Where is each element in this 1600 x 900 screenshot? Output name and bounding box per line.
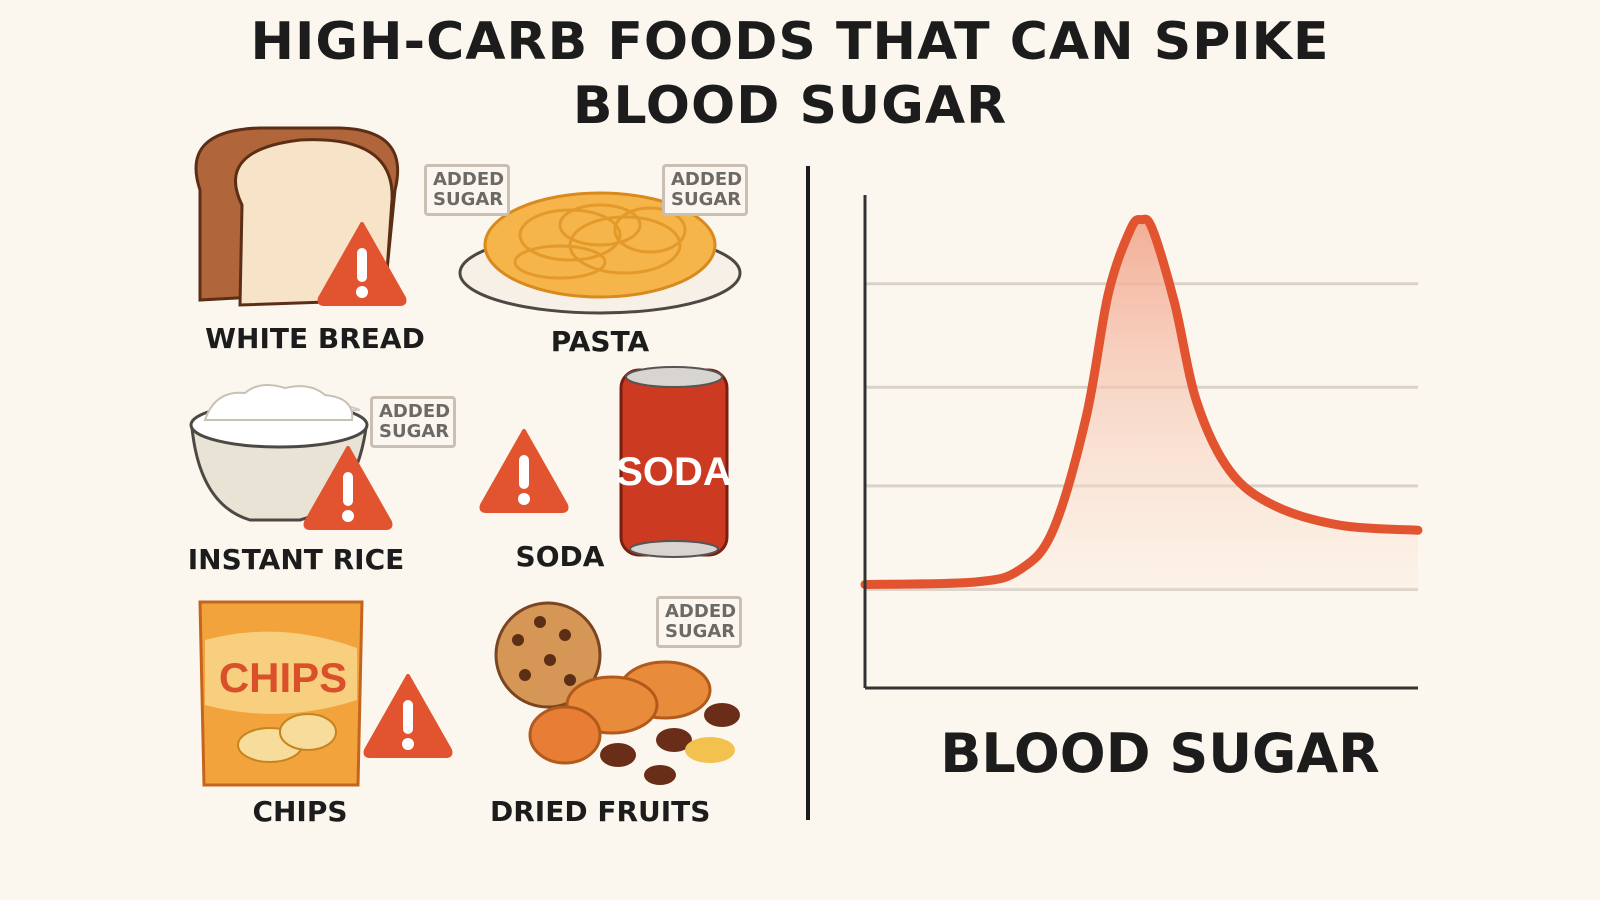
added-sugar-tag: ADDED SUGAR <box>424 164 510 216</box>
chips-bag-text: CHIPS <box>219 654 347 701</box>
food-label-soda: SODA <box>515 540 605 573</box>
pasta-icon <box>458 191 742 315</box>
chips-bag-icon: CHIPS <box>198 600 364 787</box>
food-label-chips: CHIPS <box>252 795 348 828</box>
rice-bowl-icon <box>189 383 369 522</box>
food-label-instant-rice: INSTANT RICE <box>187 543 405 576</box>
added-sugar-tag: ADDED SUGAR <box>662 164 748 216</box>
added-sugar-tag: ADDED SUGAR <box>370 396 456 448</box>
page-title: HIGH-CARB FOODS THAT CAN SPIKE BLOOD SUG… <box>0 10 1580 138</box>
soda-can-icon: SODA <box>616 366 732 558</box>
chart-x-label: BLOOD SUGAR <box>940 722 1380 785</box>
title-line-1: HIGH-CARB FOODS THAT CAN SPIKE <box>250 12 1330 72</box>
added-sugar-tag: ADDED SUGAR <box>656 596 742 648</box>
food-label-pasta: PASTA <box>550 325 650 358</box>
curve-fill <box>865 219 1418 590</box>
soda-can-text: SODA <box>616 450 732 494</box>
dried-fruits-icon <box>494 601 740 785</box>
food-label-white-bread: WHITE BREAD <box>205 322 425 355</box>
food-illustrations: SODA CHIPS <box>189 126 742 787</box>
divider <box>806 166 810 820</box>
food-label-dried-fruits: DRIED FRUITS <box>490 795 711 828</box>
title-line-2: BLOOD SUGAR <box>572 76 1008 136</box>
blood-sugar-curve <box>860 214 1423 589</box>
